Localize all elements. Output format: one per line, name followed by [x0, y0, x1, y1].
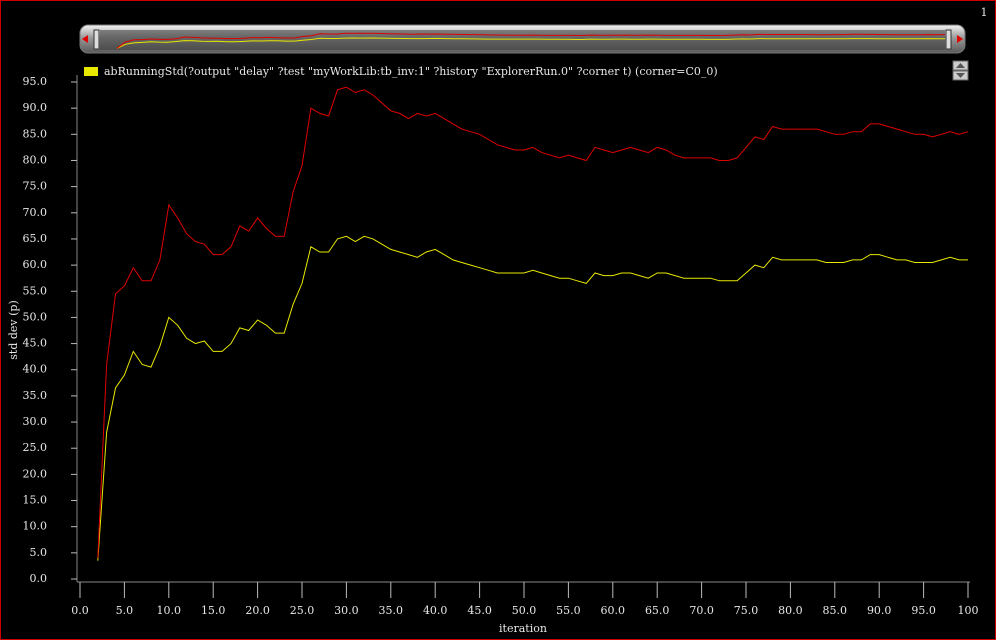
x-tick-label: 30.0: [334, 604, 359, 617]
y-tick-label: 0.0: [30, 572, 48, 585]
y-tick-label: 10.0: [23, 520, 48, 533]
x-tick-label: 50.0: [512, 604, 537, 617]
series-line: [97, 86, 969, 559]
y-axis-title: std dev (p): [7, 300, 20, 360]
y-tick-label: 5.0: [30, 546, 48, 559]
up-arrow-icon: [956, 63, 965, 68]
y-tick-label: 30.0: [23, 415, 48, 428]
scroll-left-arrow[interactable]: [82, 35, 88, 43]
legend-label: abRunningStd(?output "delay" ?test "myWo…: [104, 65, 718, 78]
y-tick-label: 50.0: [23, 310, 48, 323]
x-tick-label: 95.0: [911, 604, 936, 617]
series-line: [97, 235, 968, 561]
x-tick-label: 0.0: [71, 604, 89, 617]
x-tick-label: 75.0: [734, 604, 759, 617]
y-tick-label: 70.0: [23, 206, 48, 219]
overview-line: [116, 37, 945, 49]
x-tick-label: 5.0: [116, 604, 134, 617]
y-tick-label: 40.0: [23, 363, 48, 376]
x-tick-label: 60.0: [601, 604, 626, 617]
x-tick-label: 45.0: [467, 604, 492, 617]
x-tick-label: 55.0: [556, 604, 581, 617]
x-tick-label: 10.0: [157, 604, 182, 617]
y-tick-label: 80.0: [23, 153, 48, 166]
x-tick-label: 20.0: [245, 604, 270, 617]
x-axis-title: iteration: [499, 622, 547, 635]
y-tick-label: 65.0: [23, 232, 48, 245]
x-tick-label: 35.0: [379, 604, 404, 617]
y-tick-label: 15.0: [23, 494, 48, 507]
y-tick-label: 85.0: [23, 127, 48, 140]
y-tick-label: 55.0: [23, 284, 48, 297]
x-tick-label: 80.0: [778, 604, 803, 617]
x-tick-label: 65.0: [645, 604, 670, 617]
overview-line: [116, 32, 946, 49]
y-tick-label: 45.0: [23, 337, 48, 350]
y-tick-label: 35.0: [23, 389, 48, 402]
x-tick-label: 85.0: [823, 604, 848, 617]
y-tick-label: 60.0: [23, 258, 48, 271]
x-tick-label: 15.0: [201, 604, 226, 617]
legend-swatch: [84, 67, 98, 76]
x-tick-label: 70.0: [689, 604, 714, 617]
scroll-handle-left[interactable]: [93, 29, 100, 50]
overview-window: [100, 30, 945, 50]
scroll-right-arrow[interactable]: [957, 35, 963, 43]
y-tick-label: 25.0: [23, 441, 48, 454]
x-tick-label: 90.0: [867, 604, 892, 617]
y-tick-label: 95.0: [23, 75, 48, 88]
scroll-handle-right[interactable]: [945, 29, 952, 50]
y-tick-label: 75.0: [23, 180, 48, 193]
y-tick-label: 90.0: [23, 101, 48, 114]
x-tick-label: 100: [958, 604, 979, 617]
x-tick-label: 25.0: [290, 604, 315, 617]
y-tick-label: 20.0: [23, 467, 48, 480]
down-arrow-icon: [956, 73, 965, 78]
x-tick-label: 40.0: [423, 604, 448, 617]
panel-label: 1: [981, 6, 988, 19]
